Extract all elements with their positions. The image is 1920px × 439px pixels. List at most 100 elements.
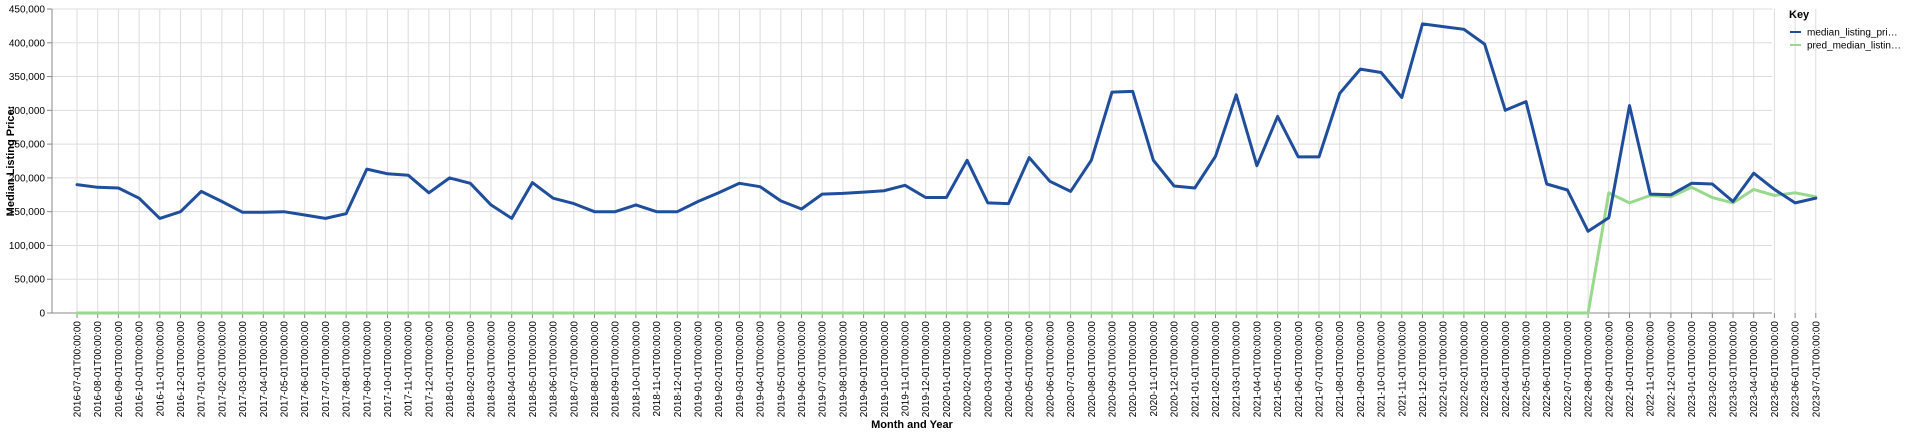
- x-tick-label: 2020-04-01T00:00:00: [1004, 321, 1015, 418]
- y-tick-label: 200,000: [9, 173, 46, 184]
- x-tick-label: 2019-09-01T00:00:00: [859, 321, 870, 418]
- x-tick-label: 2018-05-01T00:00:00: [528, 321, 539, 418]
- x-tick-label: 2019-08-01T00:00:00: [838, 321, 849, 418]
- x-tick-label: 2022-02-01T00:00:00: [1459, 321, 1470, 418]
- x-tick-label: 2022-12-01T00:00:00: [1666, 321, 1677, 418]
- x-tick-label: 2022-06-01T00:00:00: [1542, 321, 1553, 418]
- x-tick-label: 2018-12-01T00:00:00: [673, 321, 684, 418]
- x-tick-label: 2021-12-01T00:00:00: [1418, 321, 1429, 418]
- x-tick-label: 2017-02-01T00:00:00: [217, 321, 228, 418]
- x-tick-label: 2019-10-01T00:00:00: [880, 321, 891, 418]
- x-tick-label: 2021-09-01T00:00:00: [1356, 321, 1367, 418]
- legend-label-median-listing-price: median_listing_pri…: [1807, 28, 1898, 39]
- x-tick-label: 2020-01-01T00:00:00: [942, 321, 953, 418]
- x-tick-label: 2020-08-01T00:00:00: [1087, 321, 1098, 418]
- x-tick-label: 2017-05-01T00:00:00: [280, 321, 291, 418]
- x-tick-label: 2017-01-01T00:00:00: [197, 321, 208, 418]
- x-tick-label: 2022-05-01T00:00:00: [1522, 321, 1533, 418]
- x-tick-label: 2016-09-01T00:00:00: [114, 321, 125, 418]
- x-tick-label: 2016-12-01T00:00:00: [176, 321, 187, 418]
- series-lines: [75, 22, 1818, 315]
- legend-label-pred-median-listing-price: pred_median_listin…: [1807, 41, 1901, 52]
- y-tick-label: 450,000: [9, 5, 46, 16]
- x-tick-label: 2020-02-01T00:00:00: [963, 321, 974, 418]
- x-tick-label: 2021-04-01T00:00:00: [1252, 321, 1263, 418]
- x-tick-label: 2018-09-01T00:00:00: [611, 321, 622, 418]
- x-tick-label: 2019-06-01T00:00:00: [797, 321, 808, 418]
- y-tick-label: 150,000: [9, 207, 46, 218]
- x-tick-label: 2023-06-01T00:00:00: [1791, 321, 1802, 418]
- x-tick-label: 2023-07-01T00:00:00: [1811, 321, 1822, 418]
- x-tick-label: 2020-12-01T00:00:00: [1170, 321, 1181, 418]
- x-tick-label: 2023-01-01T00:00:00: [1687, 321, 1698, 418]
- x-tick-label: 2020-09-01T00:00:00: [1108, 321, 1119, 418]
- x-tick-label: 2017-08-01T00:00:00: [342, 321, 353, 418]
- x-tick-label: 2018-04-01T00:00:00: [507, 321, 518, 418]
- gridlines: [52, 8, 1817, 314]
- x-tick-label: 2017-06-01T00:00:00: [300, 321, 311, 418]
- x-tick-label: 2022-04-01T00:00:00: [1501, 321, 1512, 418]
- x-tick-label: 2023-04-01T00:00:00: [1749, 321, 1760, 418]
- x-tick-label: 2020-10-01T00:00:00: [1128, 321, 1139, 418]
- axes: 0 50,000 100,000 150,000 200,000 250,000 300,0…: [9, 5, 1822, 418]
- x-tick-label: 2021-01-01T00:00:00: [1190, 321, 1201, 418]
- legend: Key median_listing_pri… pred_median_list…: [1789, 9, 1901, 52]
- x-tick-label: 2018-01-01T00:00:00: [445, 321, 456, 418]
- x-tick-label: 2023-03-01T00:00:00: [1729, 321, 1740, 418]
- x-tick-label: 2018-02-01T00:00:00: [466, 321, 477, 418]
- x-tick-label: 2021-11-01T00:00:00: [1397, 321, 1408, 417]
- x-tick-label: 2018-11-01T00:00:00: [652, 321, 663, 417]
- x-tick-label: 2018-10-01T00:00:00: [631, 321, 642, 418]
- x-tick-label: 2019-04-01T00:00:00: [756, 321, 767, 418]
- x-tick-label: 2018-03-01T00:00:00: [487, 321, 498, 418]
- x-tick-label: 2018-08-01T00:00:00: [590, 321, 601, 418]
- y-tick-label: 350,000: [9, 72, 46, 83]
- x-tick-label: 2017-03-01T00:00:00: [238, 321, 249, 418]
- legend-title: Key: [1789, 9, 1810, 21]
- y-tick-label: 300,000: [9, 106, 46, 117]
- x-tick-label: 2021-07-01T00:00:00: [1315, 321, 1326, 418]
- x-tick-label: 2016-08-01T00:00:00: [93, 321, 104, 418]
- y-tick-label: 250,000: [9, 140, 46, 151]
- x-tick-label: 2020-11-01T00:00:00: [1149, 321, 1160, 417]
- x-tick-label: 2021-08-01T00:00:00: [1335, 321, 1346, 418]
- x-tick-label: 2017-07-01T00:00:00: [321, 321, 332, 418]
- y-axis-title: Median Listing Price:: [5, 106, 17, 217]
- x-tick-label: 2018-07-01T00:00:00: [569, 321, 580, 418]
- x-tick-label: 2022-10-01T00:00:00: [1625, 321, 1636, 418]
- x-tick-label: 2017-09-01T00:00:00: [362, 321, 373, 418]
- y-tick-label: 400,000: [9, 38, 46, 49]
- x-tick-label: 2016-11-01T00:00:00: [155, 321, 166, 417]
- x-tick-label: 2017-11-01T00:00:00: [404, 321, 415, 417]
- x-tick-label: 2019-12-01T00:00:00: [921, 321, 932, 418]
- x-tick-label: 2020-06-01T00:00:00: [1045, 321, 1056, 418]
- x-tick-label: 2023-05-01T00:00:00: [1770, 321, 1781, 418]
- x-tick-label: 2019-11-01T00:00:00: [901, 321, 912, 417]
- x-tick-label: 2016-07-01T00:00:00: [73, 321, 84, 418]
- x-tick-label: 2019-02-01T00:00:00: [714, 321, 725, 418]
- x-tick-label: 2016-10-01T00:00:00: [135, 321, 146, 418]
- x-tick-label: 2019-07-01T00:00:00: [818, 321, 829, 418]
- series-line-pred-median-listing-price: [75, 185, 1818, 315]
- x-tick-label: 2022-08-01T00:00:00: [1584, 321, 1595, 418]
- x-tick-label: 2020-05-01T00:00:00: [1025, 321, 1036, 418]
- x-tick-label: 2022-09-01T00:00:00: [1604, 321, 1615, 418]
- x-tick-label: 2023-02-01T00:00:00: [1708, 321, 1719, 418]
- series-line-median-listing-price: [75, 22, 1818, 233]
- x-tick-label: 2020-07-01T00:00:00: [1066, 321, 1077, 418]
- y-tick-label: 100,000: [9, 241, 46, 252]
- x-tick-label: 2022-01-01T00:00:00: [1439, 321, 1450, 418]
- x-tick-label: 2019-03-01T00:00:00: [735, 321, 746, 418]
- y-tick-label: 0: [39, 309, 45, 320]
- x-tick-label: 2020-03-01T00:00:00: [983, 321, 994, 418]
- x-tick-label: 2022-07-01T00:00:00: [1563, 321, 1574, 418]
- x-tick-label: 2022-03-01T00:00:00: [1480, 321, 1491, 418]
- x-tick-label: 2019-05-01T00:00:00: [776, 321, 787, 418]
- x-tick-label: 2017-04-01T00:00:00: [259, 321, 270, 418]
- x-tick-label: 2017-10-01T00:00:00: [383, 321, 394, 418]
- x-tick-label: 2021-10-01T00:00:00: [1377, 321, 1388, 418]
- x-axis-title: Month and Year: [871, 419, 953, 431]
- x-tick-label: 2018-06-01T00:00:00: [549, 321, 560, 418]
- x-tick-label: 2021-05-01T00:00:00: [1273, 321, 1284, 418]
